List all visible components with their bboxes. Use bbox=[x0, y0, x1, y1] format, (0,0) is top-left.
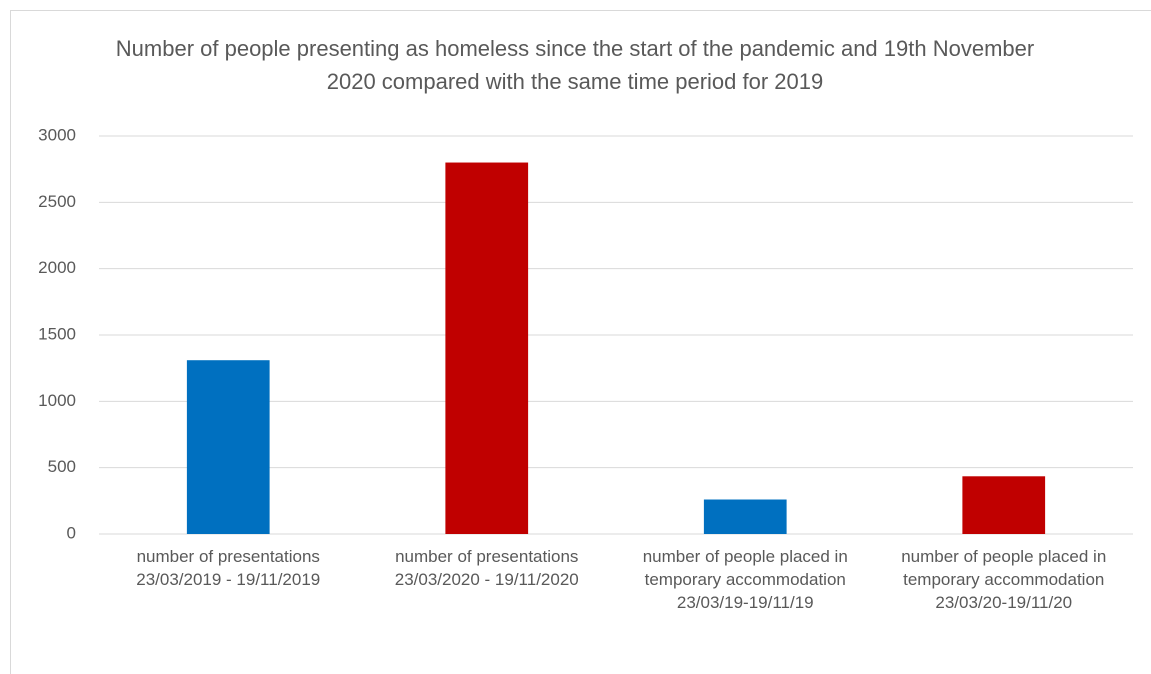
y-tick-label: 3000 bbox=[38, 125, 76, 144]
bar bbox=[703, 499, 787, 534]
y-tick-label: 1000 bbox=[38, 391, 76, 410]
bar bbox=[186, 360, 270, 534]
y-tick-label: 0 bbox=[67, 523, 76, 542]
y-tick-label: 2000 bbox=[38, 258, 76, 277]
x-tick-label: number of people placed in temporary acc… bbox=[901, 547, 1107, 612]
x-tick-label: number of presentations 23/03/2020 - 19/… bbox=[394, 547, 579, 589]
y-tick-label: 1500 bbox=[38, 324, 76, 343]
chart-border bbox=[10, 10, 1151, 674]
x-tick-label: number of presentations 23/03/2019 - 19/… bbox=[136, 547, 321, 589]
x-tick-label: number of people placed in temporary acc… bbox=[642, 547, 848, 612]
y-tick-label: 500 bbox=[48, 457, 76, 476]
bar bbox=[962, 476, 1046, 534]
y-tick-label: 2500 bbox=[38, 192, 76, 211]
chart-title: Number of people presenting as homeless … bbox=[115, 36, 1035, 94]
bar bbox=[445, 162, 529, 535]
